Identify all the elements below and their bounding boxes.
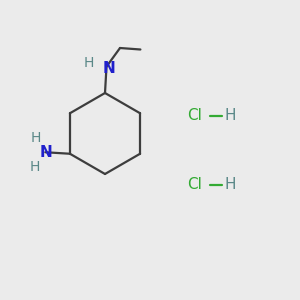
Text: Cl: Cl [188,108,202,123]
Text: Cl: Cl [188,177,202,192]
Text: N: N [40,145,52,160]
Text: H: H [84,56,94,70]
Text: H: H [31,131,41,145]
Text: H: H [225,177,236,192]
Text: N: N [103,61,115,76]
Text: H: H [225,108,236,123]
Text: H: H [30,160,40,174]
